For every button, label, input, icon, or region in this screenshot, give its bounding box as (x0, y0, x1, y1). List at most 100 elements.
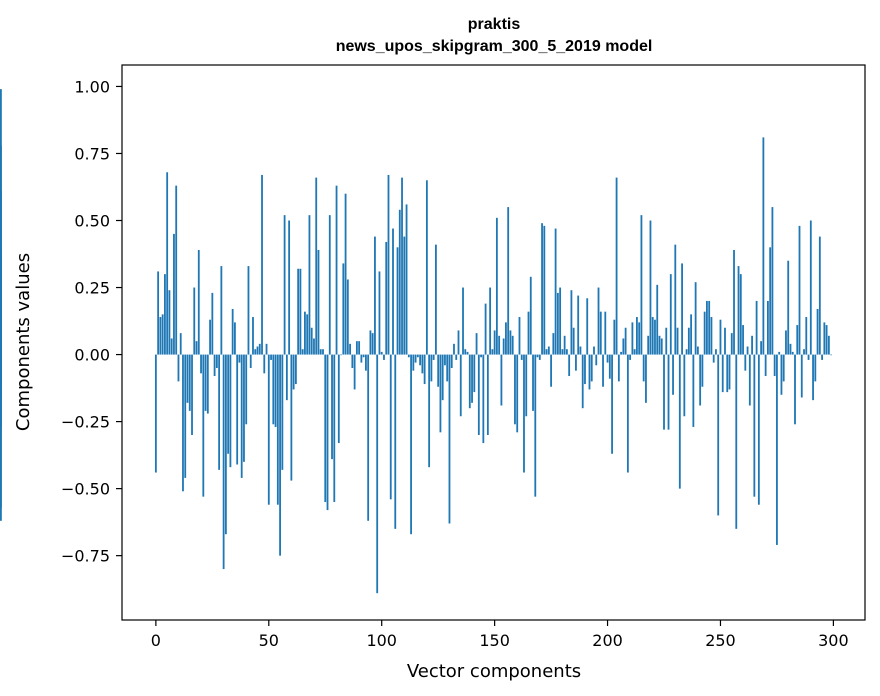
bar-287 (803, 349, 805, 355)
bar-33 (229, 354, 232, 468)
bar-135 (459, 354, 462, 417)
bar-162 (520, 354, 523, 360)
bar-289 (807, 354, 810, 360)
bar-9 (175, 185, 178, 355)
bar-58 (285, 354, 288, 401)
bar-114 (412, 354, 415, 371)
bar-250 (719, 319, 722, 355)
bar-195 (595, 354, 598, 366)
bar-177 (554, 228, 557, 355)
bar-146 (484, 303, 487, 355)
bar-136 (462, 287, 464, 355)
bar-220 (651, 317, 654, 355)
bar-196 (597, 287, 600, 355)
bar-252 (724, 327, 726, 355)
bar-70 (313, 338, 315, 355)
bar-161 (518, 317, 521, 355)
bar-279 (785, 330, 787, 355)
y-tick-label: −0.25 (61, 413, 110, 432)
bar-156 (507, 207, 510, 355)
bar-79 (333, 354, 336, 503)
chart-title-line1: praktis (468, 16, 521, 33)
bar-223 (658, 335, 661, 355)
bar-263 (748, 354, 751, 406)
bar-142 (475, 333, 478, 355)
bar-193 (590, 354, 593, 382)
bar-27 (215, 354, 218, 368)
bar-32 (227, 354, 230, 454)
plot-area-frame (121, 64, 866, 621)
bar-179 (559, 287, 562, 355)
bar-236 (687, 327, 690, 355)
bar-213 (636, 317, 638, 355)
bar-141 (473, 354, 476, 393)
bar-202 (611, 354, 613, 454)
bar-175 (550, 354, 552, 387)
bar-201 (608, 354, 611, 379)
bar-266 (755, 300, 758, 355)
bar-261 (744, 354, 747, 371)
bar-293 (816, 308, 819, 355)
bar-62 (294, 354, 297, 385)
bar-34 (231, 308, 234, 355)
bar-251 (721, 354, 724, 393)
x-tick-label: 250 (705, 631, 736, 650)
bar-189 (581, 354, 584, 409)
bar-94 (367, 354, 370, 521)
bar-200 (606, 354, 609, 363)
bar-288 (805, 317, 808, 355)
bar-174 (547, 346, 550, 355)
bar-138 (466, 351, 469, 355)
bar-25 (211, 292, 214, 355)
bar-67 (306, 314, 309, 355)
bar-232 (678, 354, 681, 489)
bar-undefined (0, 89, 2, 355)
bar-199 (604, 311, 607, 355)
bar-10 (177, 354, 180, 382)
bar-286 (800, 354, 803, 398)
bar-121 (428, 354, 431, 468)
bar-36 (236, 354, 239, 465)
bar-103 (387, 174, 390, 355)
bar-57 (283, 215, 286, 355)
bar-112 (407, 354, 410, 358)
bar-131 (450, 354, 453, 368)
bar-218 (647, 335, 650, 355)
bar-183 (568, 354, 571, 377)
bar-26 (213, 354, 216, 377)
bar-130 (448, 354, 451, 524)
bar-280 (787, 260, 790, 355)
bar-46 (258, 343, 261, 355)
bar-285 (798, 225, 801, 355)
bar-113 (410, 354, 412, 535)
bar-92 (362, 354, 365, 358)
bar-52 (272, 354, 275, 425)
y-tick-label: −0.50 (61, 480, 110, 499)
bar-31 (224, 354, 227, 535)
bar-undefined (0, 354, 2, 427)
bar-15 (188, 354, 191, 411)
bar-268 (760, 341, 763, 355)
bar-276 (778, 351, 781, 355)
bar-191 (586, 298, 589, 355)
bar-211 (631, 322, 634, 355)
bar-11 (179, 333, 182, 355)
bar-242 (701, 354, 704, 387)
bar-125 (437, 354, 440, 387)
bar-0 (154, 354, 157, 473)
bar-39 (243, 354, 245, 462)
bar-194 (593, 346, 595, 355)
x-ticks-group: 0 50 100 150 200 250 300 (151, 620, 849, 650)
bar-241 (699, 354, 702, 406)
bar-278 (782, 354, 785, 382)
y-ticks-group: −0.75 −0.50 −0.25 0.00 0.25 0.50 0.75 1.00 (61, 77, 122, 566)
bar-126 (439, 354, 442, 433)
bar-259 (739, 274, 742, 355)
bar-205 (617, 354, 620, 382)
bar-41 (247, 266, 250, 355)
bar-105 (392, 228, 394, 355)
bar-190 (584, 354, 586, 385)
bar-222 (656, 284, 659, 355)
bar-17 (193, 287, 196, 355)
